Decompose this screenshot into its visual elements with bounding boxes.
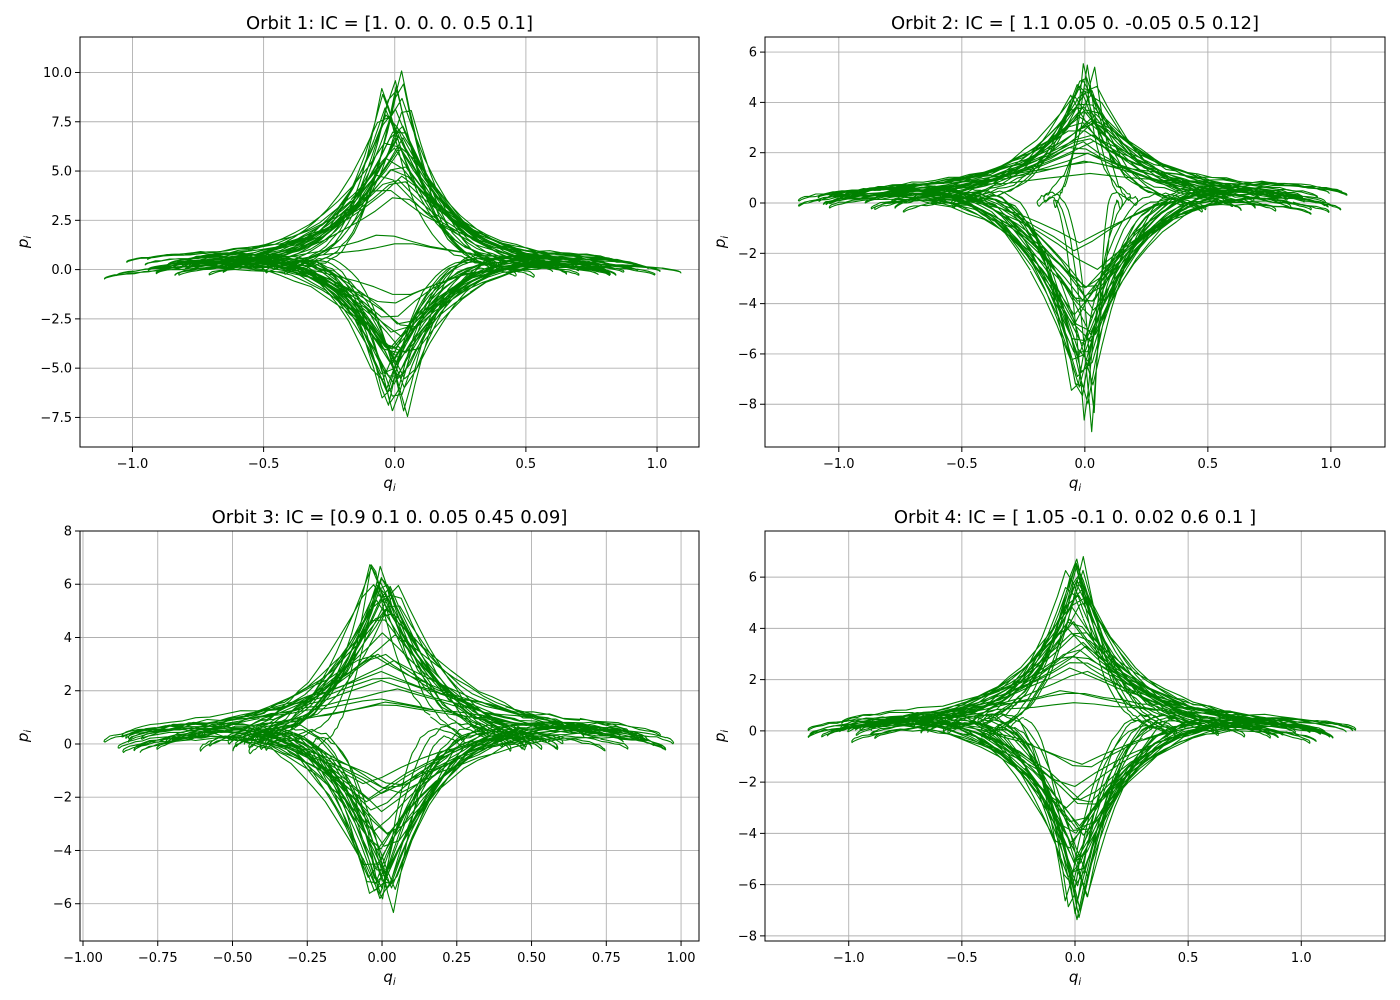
y-tick-label: −7.5: [40, 411, 72, 426]
chart-panel-2: −1.0 −0.5 0.0 0.5 1.0 −8 −6 −4 −2 0 2 4 6 Orbit 2: IC…: [711, 13, 1386, 494]
y-tick-label: −2: [53, 791, 72, 806]
x-tick-label: −0.25: [287, 951, 327, 966]
x-tick-label: −0.50: [213, 951, 253, 966]
y-tick-label: 2: [64, 684, 72, 699]
chart-panel-3: −1.00 −0.75 −0.50 −0.25 0.00 0.25 0.50 0.75 1.00…: [14, 507, 700, 988]
x-tick-label: −1.0: [833, 951, 865, 966]
y-tick-label: 6: [64, 578, 72, 593]
orbit-series: [103, 70, 682, 418]
y-tick-label: 4: [749, 96, 757, 111]
chart-panel-4: −1.0 −0.5 0.0 0.5 1.0 −8 −6 −4 −2 0 2 4 6 Orbit 4: IC…: [711, 507, 1386, 988]
x-tick-label: 0.0: [1074, 457, 1095, 472]
y-tick-label: 7.5: [51, 115, 72, 130]
y-tick-label: 0.0: [51, 263, 72, 278]
x-tick-label: −1.0: [823, 457, 855, 472]
x-tick-label: 0.0: [384, 457, 405, 472]
orbit-series: [797, 63, 1348, 433]
y-tick-label: 5.0: [51, 165, 72, 180]
y-tick-label: −2.5: [40, 312, 72, 327]
x-tick-label: −0.5: [946, 951, 978, 966]
orbit-series: [807, 556, 1357, 921]
y-axis-label: pi: [711, 236, 731, 250]
chart-title: Orbit 1: IC = [1. 0. 0. 0. 0.5 0.1]: [246, 13, 533, 34]
x-tick-label: 0.5: [516, 457, 537, 472]
axes-frame: [79, 530, 700, 942]
y-tick-label: 0: [64, 737, 72, 752]
axes-frame: [764, 36, 1386, 448]
y-axis-label: pi: [711, 730, 731, 744]
x-tick-label: 0.5: [1178, 951, 1199, 966]
y-axis-label: pi: [14, 730, 34, 744]
y-tick-label: −6: [738, 347, 757, 362]
y-tick-label: 6: [749, 571, 757, 586]
y-tick-label: −4: [738, 827, 757, 842]
y-tick-label: 10.0: [43, 66, 72, 81]
y-axis-label: pi: [14, 236, 34, 250]
axes-frame: [764, 530, 1386, 942]
x-tick-label: 0.25: [442, 951, 471, 966]
y-tick-label: 2: [749, 146, 757, 161]
y-tick-label: 6: [749, 46, 757, 61]
x-tick-label: −0.75: [138, 951, 178, 966]
x-axis-label: qi: [1069, 474, 1082, 494]
x-tick-label: −1.0: [117, 457, 149, 472]
x-tick-label: 0.50: [517, 951, 546, 966]
axes-frame: [79, 36, 700, 448]
y-tick-label: −8: [738, 929, 757, 944]
orbit-series: [103, 564, 675, 914]
y-tick-label: −2: [738, 247, 757, 262]
chart-panel-1: −1.0 −0.5 0.0 0.5 1.0 −7.5 −5.0 −2.5 0.0 2.5 5.0 7.…: [14, 13, 700, 494]
x-tick-label: −1.00: [63, 951, 103, 966]
y-tick-label: −4: [738, 297, 757, 312]
y-tick-label: 4: [64, 631, 72, 646]
x-axis-label: qi: [1069, 968, 1082, 988]
x-tick-label: 1.0: [647, 457, 668, 472]
y-tick-label: 4: [749, 622, 757, 637]
chart-title: Orbit 2: IC = [ 1.1 0.05 0. -0.05 0.5 0.…: [891, 13, 1259, 34]
x-axis-label: qi: [383, 474, 396, 494]
y-tick-label: 8: [64, 525, 72, 540]
y-tick-label: −4: [53, 844, 72, 859]
x-tick-label: 1.00: [667, 951, 696, 966]
y-tick-label: 0: [749, 197, 757, 212]
x-tick-label: 0.0: [1065, 951, 1086, 966]
x-tick-label: 0.5: [1198, 457, 1219, 472]
y-tick-label: −2: [738, 776, 757, 791]
x-tick-label: 1.0: [1321, 457, 1342, 472]
y-tick-label: −5.0: [40, 362, 72, 377]
y-tick-label: 2.5: [51, 214, 72, 229]
x-tick-label: −0.5: [946, 457, 978, 472]
chart-title: Orbit 4: IC = [ 1.05 -0.1 0. 0.02 0.6 0.…: [894, 507, 1256, 528]
y-tick-label: −6: [53, 897, 72, 912]
x-tick-label: 0.75: [592, 951, 621, 966]
y-tick-label: −8: [738, 398, 757, 413]
x-axis-label: qi: [383, 968, 396, 988]
y-tick-label: −6: [738, 878, 757, 893]
y-tick-label: 2: [749, 673, 757, 688]
x-tick-label: 1.0: [1291, 951, 1312, 966]
x-tick-label: 0.00: [368, 951, 397, 966]
y-tick-label: 0: [749, 724, 757, 739]
chart-title: Orbit 3: IC = [0.9 0.1 0. 0.05 0.45 0.09…: [212, 507, 568, 528]
x-tick-label: −0.5: [248, 457, 280, 472]
